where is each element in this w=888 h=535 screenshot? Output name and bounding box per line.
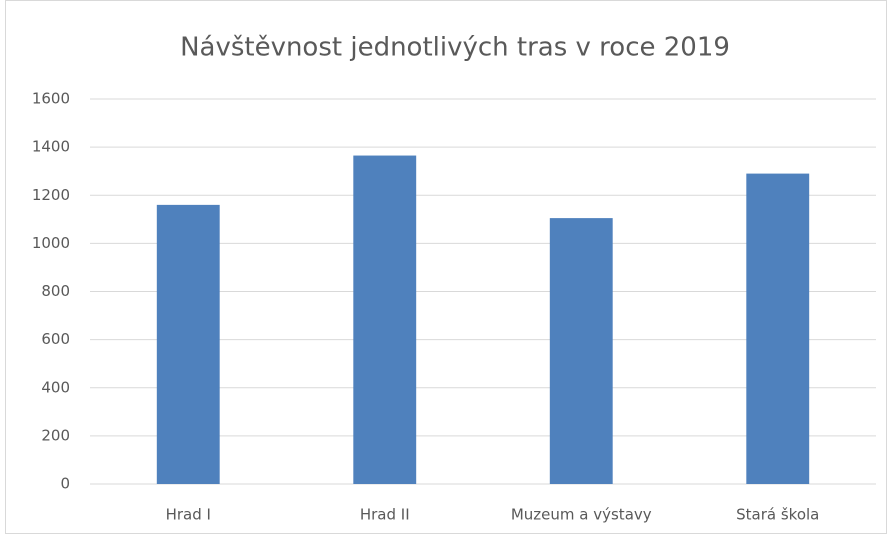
bar	[549, 218, 613, 484]
y-tick-label: 1000	[32, 234, 70, 252]
chart-frame	[5, 0, 887, 534]
x-tick-label: Stará škola	[736, 506, 819, 524]
y-tick-label: 0	[60, 475, 70, 493]
chart-title: Návštěvnost jednotlivých tras v roce 201…	[180, 33, 730, 63]
y-tick-label: 800	[41, 282, 70, 300]
bar	[746, 173, 810, 484]
x-tick-label: Hrad II	[360, 506, 410, 524]
y-tick-label: 200	[41, 426, 70, 444]
bar	[353, 155, 417, 484]
bar	[156, 204, 220, 484]
x-tick-label: Muzeum a výstavy	[511, 506, 652, 524]
x-tick-label: Hrad I	[166, 506, 211, 524]
y-tick-label: 1200	[32, 186, 70, 204]
y-tick-label: 1600	[32, 90, 70, 108]
y-tick-label: 1400	[32, 138, 70, 156]
y-tick-label: 600	[41, 330, 70, 348]
y-tick-label: 400	[41, 378, 70, 396]
